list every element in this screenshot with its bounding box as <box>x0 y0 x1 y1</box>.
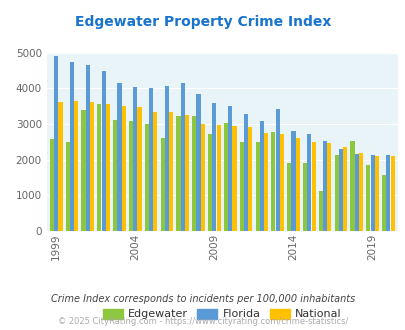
Bar <box>338 149 342 231</box>
Bar <box>160 138 164 231</box>
Bar <box>318 191 322 231</box>
Bar <box>302 163 306 231</box>
Bar <box>286 163 290 231</box>
Bar <box>295 138 299 231</box>
Bar <box>279 134 283 231</box>
Bar <box>149 88 153 231</box>
Bar <box>311 142 315 231</box>
Bar <box>192 116 196 231</box>
Bar <box>354 154 358 231</box>
Bar <box>247 127 252 231</box>
Bar <box>200 124 205 231</box>
Bar <box>176 116 180 231</box>
Bar <box>97 105 101 231</box>
Bar <box>216 125 220 231</box>
Bar <box>106 104 110 231</box>
Bar <box>223 123 228 231</box>
Bar <box>185 115 189 231</box>
Bar <box>117 83 121 231</box>
Bar <box>54 56 58 231</box>
Bar <box>350 141 354 231</box>
Bar <box>271 132 275 231</box>
Bar <box>243 114 247 231</box>
Bar <box>322 141 326 231</box>
Bar <box>326 143 330 231</box>
Bar <box>113 120 117 231</box>
Bar <box>180 83 184 231</box>
Bar <box>66 142 70 231</box>
Bar <box>133 87 137 231</box>
Legend: Edgewater, Florida, National: Edgewater, Florida, National <box>98 304 345 324</box>
Bar <box>390 156 394 231</box>
Bar <box>207 134 212 231</box>
Bar <box>263 133 267 231</box>
Bar <box>374 156 378 231</box>
Bar <box>381 175 385 231</box>
Text: Edgewater Property Crime Index: Edgewater Property Crime Index <box>75 15 330 29</box>
Bar <box>275 109 279 231</box>
Bar <box>358 152 362 231</box>
Bar <box>212 103 216 231</box>
Bar <box>307 134 311 231</box>
Text: Crime Index corresponds to incidents per 100,000 inhabitants: Crime Index corresponds to incidents per… <box>51 294 354 304</box>
Bar <box>58 102 62 231</box>
Bar <box>145 124 149 231</box>
Bar <box>239 142 243 231</box>
Bar <box>90 102 94 231</box>
Bar <box>137 107 141 231</box>
Bar <box>169 112 173 231</box>
Bar <box>81 110 85 231</box>
Bar <box>70 62 74 231</box>
Bar <box>228 106 232 231</box>
Bar <box>101 71 105 231</box>
Bar <box>255 142 259 231</box>
Bar <box>342 147 346 231</box>
Bar <box>196 94 200 231</box>
Bar <box>365 165 369 231</box>
Bar <box>259 120 263 231</box>
Bar <box>122 106 126 231</box>
Bar <box>50 139 54 231</box>
Bar <box>129 121 133 231</box>
Bar <box>370 155 374 231</box>
Bar <box>386 155 390 231</box>
Bar <box>85 65 90 231</box>
Bar <box>74 101 78 231</box>
Bar <box>164 85 168 231</box>
Bar <box>153 112 157 231</box>
Bar <box>232 126 236 231</box>
Bar <box>291 131 295 231</box>
Bar <box>334 155 338 231</box>
Text: © 2025 CityRating.com - https://www.cityrating.com/crime-statistics/: © 2025 CityRating.com - https://www.city… <box>58 317 347 326</box>
